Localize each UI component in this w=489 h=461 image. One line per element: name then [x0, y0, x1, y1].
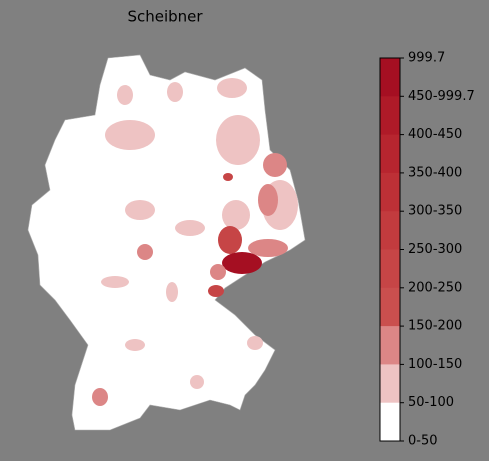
- district: [137, 244, 153, 260]
- colorbar-segment: [380, 402, 400, 442]
- colorbar-label: 250-300: [408, 242, 462, 257]
- district: [248, 239, 288, 257]
- colorbar-label: 350-400: [408, 165, 462, 180]
- colorbar-segment: [380, 172, 400, 212]
- germany-map: [27, 54, 306, 431]
- colorbar-segment: [380, 58, 400, 97]
- district: [208, 285, 224, 297]
- colorbar-label: 450-999.7: [408, 89, 475, 104]
- colorbar-label: 999.7: [408, 51, 445, 66]
- district: [217, 78, 247, 98]
- colorbar-segment: [380, 326, 400, 365]
- colorbar-segment: [380, 287, 400, 327]
- district: [101, 276, 129, 288]
- colorbar-label: 50-100: [408, 395, 454, 410]
- district: [105, 120, 155, 150]
- districts: [92, 78, 298, 406]
- colorbar-segment: [380, 211, 400, 250]
- district: [210, 264, 226, 280]
- district: [167, 82, 183, 102]
- district: [92, 388, 108, 406]
- district: [223, 173, 233, 181]
- district: [247, 336, 263, 350]
- colorbar-label: 0-50: [408, 434, 438, 449]
- district: [263, 153, 287, 177]
- district: [125, 339, 145, 351]
- map-title: Scheibner: [127, 8, 203, 26]
- colorbar-label: 200-250: [408, 280, 462, 295]
- district: [222, 200, 250, 230]
- colorbar-label: 400-450: [408, 127, 462, 142]
- colorbar-segment: [380, 364, 400, 404]
- district: [190, 375, 204, 389]
- colorbar-label: 100-150: [408, 357, 462, 372]
- district: [218, 226, 242, 254]
- colorbar-segment: [380, 134, 400, 174]
- colorbar-segment: [380, 249, 400, 289]
- district: [166, 282, 178, 302]
- district: [222, 252, 262, 274]
- district: [175, 220, 205, 236]
- colorbar-label: 300-350: [408, 204, 462, 219]
- district: [125, 200, 155, 220]
- colorbar-label: 150-200: [408, 319, 462, 334]
- district: [258, 184, 278, 216]
- district: [117, 85, 133, 105]
- colorbar-segment: [380, 96, 400, 136]
- district: [216, 115, 260, 165]
- colorbar: 999.7 450-999.7 400-450 350-400 300-350 250-3…: [379, 51, 475, 449]
